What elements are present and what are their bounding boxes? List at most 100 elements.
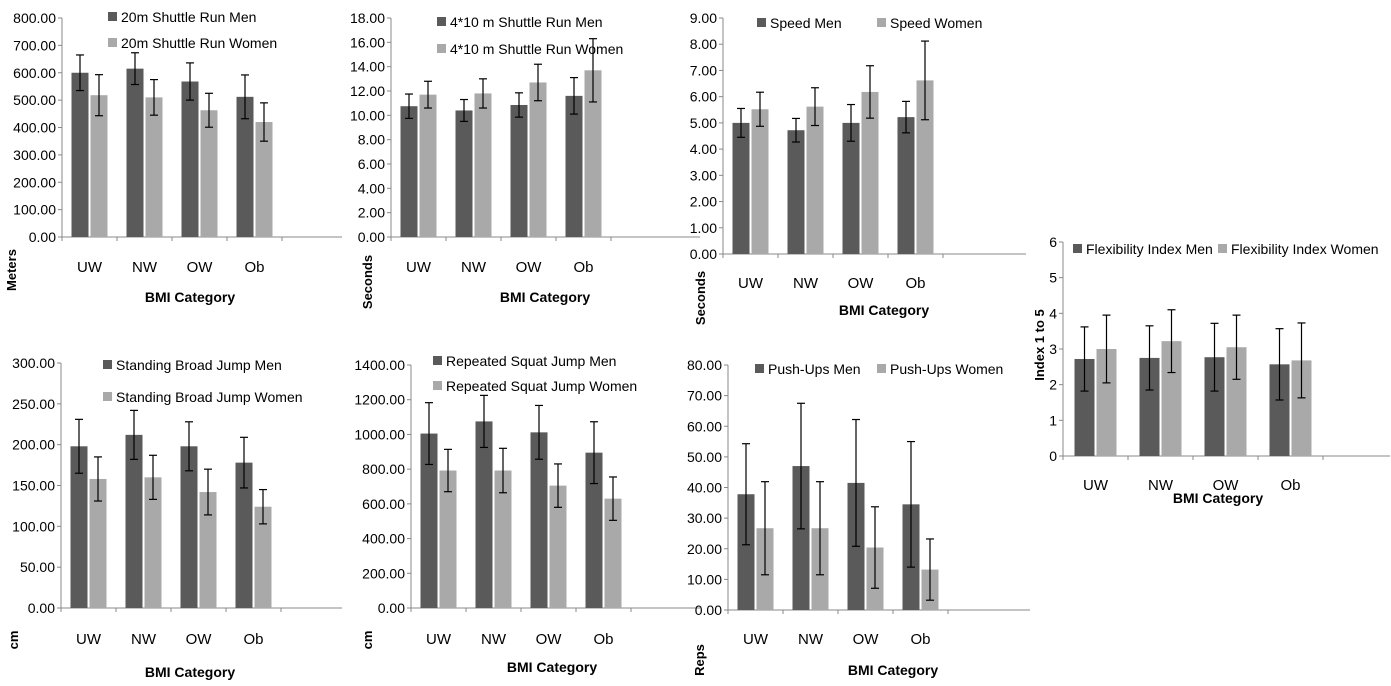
legend-entry: Flexibility Index Men <box>1086 241 1213 257</box>
y-tick-label: 3 <box>1049 341 1057 357</box>
y-tick-label: 700.00 <box>13 37 56 53</box>
bar-men-uw <box>732 122 750 254</box>
error-bar <box>205 92 213 128</box>
x-category-label: Ob <box>573 259 593 276</box>
bar-women-uw <box>1096 349 1117 456</box>
y-tick-label: 1 <box>1049 412 1057 428</box>
x-axis-title: BMI Category <box>839 302 929 318</box>
error-bar <box>499 447 507 494</box>
bar-women-ob <box>255 122 273 237</box>
y-tick-label: 50.00 <box>687 449 722 465</box>
bar-women-ow <box>549 485 567 608</box>
error-bar <box>130 409 138 460</box>
bar-women-ow <box>199 492 217 608</box>
x-category-label: NW <box>1148 477 1174 494</box>
legend-swatch <box>108 38 117 47</box>
legend-entry: Repeated Squat Jump Men <box>446 353 616 369</box>
bar-men-ow <box>180 446 198 608</box>
y-tick-label: 5 <box>1049 270 1057 286</box>
y-tick-label: 6.00 <box>690 89 717 105</box>
x-axis-title: BMI Category <box>145 289 235 305</box>
x-category-label: OW <box>1213 477 1240 494</box>
legend-entry: Repeated Squat Jump Women <box>446 378 637 394</box>
x-category-label: UW <box>77 259 103 276</box>
y-axis-title: cm <box>360 631 375 650</box>
error-bar <box>816 481 824 576</box>
y-axis-title: Seconds <box>360 255 375 309</box>
x-axis-title: BMI Category <box>1173 490 1263 506</box>
error-bar <box>921 40 929 121</box>
error-bar <box>847 103 855 142</box>
bar-women-nw <box>494 470 512 608</box>
y-tick-label: 500.00 <box>13 92 56 108</box>
y-tick-label: 18.00 <box>350 10 385 26</box>
x-category-label: NW <box>481 631 507 648</box>
bar-men-ob <box>565 95 583 237</box>
y-tick-label: 0.00 <box>378 600 405 616</box>
y-tick-label: 30.00 <box>687 510 722 526</box>
y-tick-label: 9.00 <box>690 10 717 26</box>
legend-entry: Push-Ups Women <box>890 361 1003 377</box>
y-tick-label: 12.00 <box>350 83 385 99</box>
error-bar <box>534 63 542 102</box>
legend-swatch <box>103 360 112 369</box>
y-tick-label: 0.00 <box>358 229 385 245</box>
error-bar <box>852 418 860 547</box>
bar-women-ob <box>604 498 622 608</box>
bar-men-uw <box>1074 358 1095 456</box>
error-bar <box>76 54 84 92</box>
error-bar <box>95 74 103 117</box>
y-tick-label: 4 <box>1049 305 1057 321</box>
error-bar <box>609 476 617 521</box>
y-tick-label: 100.00 <box>12 518 55 534</box>
error-bar <box>131 52 139 86</box>
x-category-label: OW <box>186 631 213 648</box>
y-tick-label: 800.00 <box>362 461 405 477</box>
bar-men-uw <box>737 494 755 610</box>
error-bar <box>241 74 249 120</box>
y-tick-label: 1.00 <box>690 220 717 236</box>
error-bar <box>185 421 193 472</box>
legend-swatch <box>437 44 446 53</box>
y-tick-label: 100.00 <box>13 202 56 218</box>
y-axis-title: cm <box>6 631 21 650</box>
y-tick-label: 4.00 <box>690 141 717 157</box>
x-category-label: UW <box>1083 477 1109 494</box>
y-tick-label: 70.00 <box>687 388 722 404</box>
x-category-label: NW <box>131 631 157 648</box>
error-bar <box>1102 314 1111 384</box>
chart-pushups: 0.00 10.00 20.00 30.00 40.00 50.00 60.00 70.00 8… <box>687 357 1030 678</box>
error-bar <box>94 456 102 502</box>
legend-swatch <box>1073 244 1082 253</box>
y-tick-label: 2.00 <box>358 205 385 221</box>
error-bar <box>1232 314 1241 380</box>
y-tick-label: 3.00 <box>690 167 717 183</box>
x-category-label: OW <box>853 631 880 648</box>
y-tick-label: 6 <box>1049 234 1057 250</box>
y-tick-label: 7.00 <box>690 62 717 78</box>
y-tick-label: 2 <box>1049 377 1057 393</box>
error-bar <box>186 62 194 101</box>
error-bar <box>260 102 268 142</box>
error-bar <box>811 87 819 127</box>
error-bar <box>737 107 745 138</box>
x-category-label: Ob <box>910 631 930 648</box>
bar-men-ob <box>236 96 254 237</box>
y-tick-label: 80.00 <box>687 357 722 373</box>
legend-entry: Speed Men <box>770 15 842 31</box>
error-bar <box>589 38 597 103</box>
y-tick-label: 10.00 <box>350 107 385 123</box>
y-tick-label: 250.00 <box>12 396 55 412</box>
y-axis-title: Seconds <box>693 271 708 325</box>
error-bar <box>480 394 488 449</box>
error-bar <box>554 463 562 508</box>
y-tick-label: 1000.00 <box>354 426 405 442</box>
bar-women-uw <box>751 109 769 255</box>
legend-swatch <box>757 18 766 27</box>
y-axis-title: Meters <box>4 249 19 291</box>
error-bar <box>515 92 523 118</box>
x-category-label: OW <box>536 631 563 648</box>
y-tick-label: 0.00 <box>28 600 55 616</box>
error-bar <box>871 506 879 589</box>
